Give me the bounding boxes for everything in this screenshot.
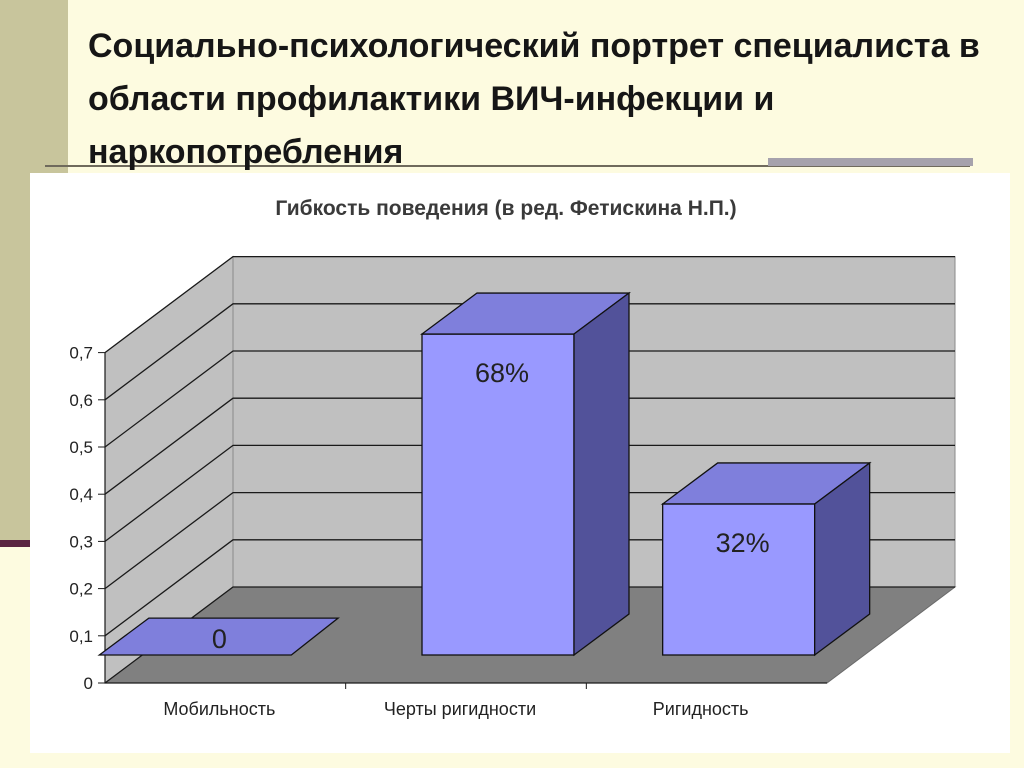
bar-chart: 0 0,1 0,2 0,3 0,4 0,5 0,6 0,7 0 Мобильность 68% Че… (69, 197, 957, 719)
bar-front (421, 333, 575, 656)
data-label: 0 (212, 624, 227, 654)
bar-side (573, 291, 630, 657)
y-tick-label: 0,1 (69, 627, 93, 646)
y-tick-label: 0,3 (69, 532, 93, 551)
gridline (104, 255, 955, 354)
y-tick-label: 0,4 (69, 485, 93, 504)
gridline (104, 444, 955, 542)
title-underline-accent (768, 158, 973, 166)
bar-flat (97, 617, 340, 656)
title-underline (45, 165, 970, 167)
x-tick-label: Мобильность (163, 699, 275, 719)
y-tick-label: 0,7 (69, 344, 93, 363)
data-label: 32% (716, 528, 770, 558)
y-tick-label: 0,6 (69, 391, 93, 410)
gridline (104, 397, 955, 495)
data-label: 68% (475, 358, 529, 388)
y-tick-label: 0,5 (69, 438, 93, 457)
bar-front (662, 503, 816, 656)
y-tick-label: 0 (84, 674, 93, 693)
gridline (104, 303, 955, 401)
chart-title: Гибкость поведения (в ред. Фетискина Н.П… (275, 197, 736, 220)
chart-panel: 0 0,1 0,2 0,3 0,4 0,5 0,6 0,7 0 Мобильность 68% Че… (30, 173, 1010, 753)
gridline (104, 350, 955, 448)
slide-title: Социально-психологический портрет специа… (88, 27, 980, 171)
y-tick-label: 0,2 (69, 580, 93, 599)
bar-side (814, 461, 871, 657)
x-tick-label: Черты ригидности (384, 699, 536, 719)
x-tick-label: Ригидность (653, 699, 749, 719)
